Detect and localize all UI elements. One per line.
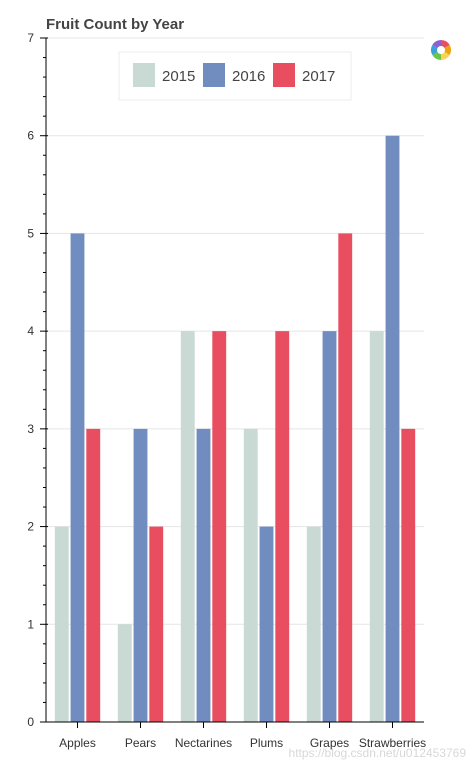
bar-nectarines-2015	[180, 331, 195, 722]
bar-grapes-2015	[306, 526, 321, 722]
y-gridlines	[46, 37, 424, 625]
bar-plums-2015	[243, 428, 258, 722]
y-tick-label: 3	[27, 422, 34, 436]
y-tick-label: 1	[27, 617, 34, 631]
bar-grapes-2016	[322, 331, 337, 722]
x-tick-label: Plums	[250, 736, 283, 750]
y-tick-label: 0	[27, 715, 34, 729]
x-tick-label: Strawberries	[359, 736, 426, 750]
y-axis: 0 1 2 3 4 5 6 7	[27, 31, 48, 729]
watermark-text: https://blog.csdn.net/u012453769	[289, 746, 467, 760]
y-tick-label: 5	[27, 226, 34, 240]
bar-apples-2016	[70, 233, 85, 722]
chart-title: Fruit Count by Year	[46, 16, 184, 33]
bars	[54, 135, 416, 722]
bar-pears-2017	[149, 526, 164, 722]
x-axis: Apples Pears Nectarines Plums Grapes Strawber…	[46, 721, 426, 750]
bar-strawberries-2016	[385, 135, 400, 722]
bar-strawberries-2017	[401, 428, 416, 722]
legend-label-2016: 2016	[232, 68, 265, 85]
bar-nectarines-2017	[212, 331, 227, 722]
y-tick-label: 2	[27, 520, 34, 534]
legend-label-2017: 2017	[302, 68, 335, 85]
legend-swatch-2016	[203, 63, 225, 87]
bar-grapes-2017	[338, 233, 353, 722]
x-tick-label: Pears	[125, 736, 156, 750]
bar-strawberries-2015	[369, 331, 384, 722]
x-tick-label: Apples	[59, 736, 96, 750]
bar-pears-2016	[133, 428, 148, 722]
bar-pears-2015	[117, 624, 132, 722]
y-tick-label: 6	[27, 129, 34, 143]
bokeh-logo-icon[interactable]	[430, 39, 452, 61]
x-tick-label: Nectarines	[175, 736, 232, 750]
legend-box	[118, 51, 352, 101]
bar-apples-2017	[86, 428, 101, 722]
legend-label-2015: 2015	[162, 68, 195, 85]
x-tick-label: Grapes	[310, 736, 349, 750]
bar-plums-2016	[259, 526, 274, 722]
y-tick-label: 4	[27, 324, 34, 338]
bar-plums-2017	[275, 331, 290, 722]
legend-swatch-2015	[133, 63, 155, 87]
legend-swatch-2017	[273, 63, 295, 87]
legend: 2015 2016 2017	[118, 51, 352, 101]
y-tick-label: 7	[27, 31, 34, 45]
bar-apples-2015	[54, 526, 69, 722]
bar-nectarines-2016	[196, 428, 211, 722]
